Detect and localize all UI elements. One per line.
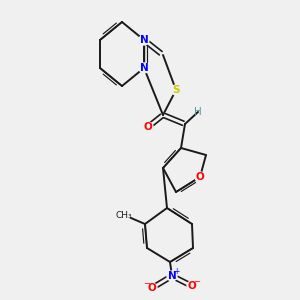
Circle shape xyxy=(118,209,130,221)
Text: S: S xyxy=(172,85,180,95)
Text: O: O xyxy=(188,281,196,291)
Text: −: − xyxy=(194,278,200,286)
Text: CH₃: CH₃ xyxy=(116,211,132,220)
Text: O: O xyxy=(196,172,204,182)
Text: N: N xyxy=(168,271,176,281)
Circle shape xyxy=(143,122,153,132)
Circle shape xyxy=(171,85,181,95)
Circle shape xyxy=(187,281,197,291)
Circle shape xyxy=(139,63,149,73)
Text: N: N xyxy=(140,63,148,73)
Text: −: − xyxy=(143,280,151,289)
Circle shape xyxy=(139,35,149,45)
Text: +: + xyxy=(173,268,179,277)
Text: N: N xyxy=(140,35,148,45)
Text: O: O xyxy=(144,122,152,132)
Text: H: H xyxy=(194,107,202,117)
Text: O: O xyxy=(148,283,156,293)
Circle shape xyxy=(195,172,205,182)
Circle shape xyxy=(147,283,157,293)
Circle shape xyxy=(167,271,177,281)
